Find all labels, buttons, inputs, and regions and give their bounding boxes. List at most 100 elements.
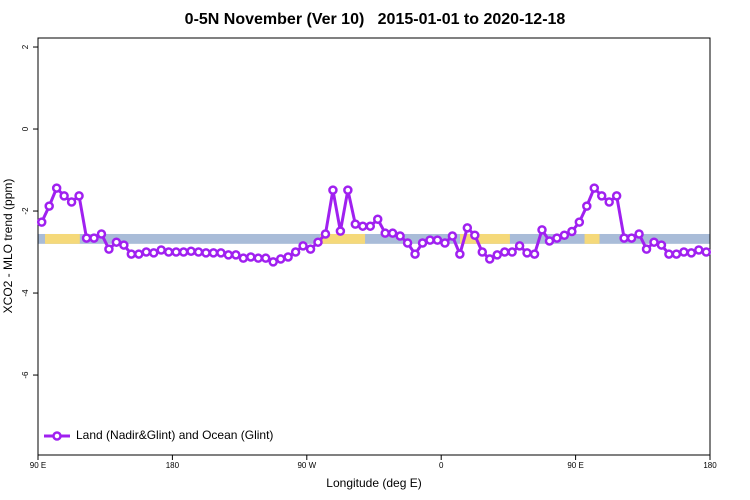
data-point xyxy=(679,247,689,257)
band-highlight xyxy=(460,233,510,244)
data-point xyxy=(634,229,644,239)
data-point xyxy=(178,247,189,257)
data-point xyxy=(552,233,562,243)
data-point xyxy=(425,235,435,245)
data-point xyxy=(201,248,211,258)
data-point xyxy=(186,246,196,256)
band-highlight xyxy=(45,233,80,244)
y-tick-label: -4 xyxy=(21,289,30,297)
data-point xyxy=(358,221,368,231)
data-point xyxy=(470,230,480,240)
data-point xyxy=(402,238,413,248)
data-point xyxy=(36,217,47,227)
data-point xyxy=(455,249,465,259)
data-point xyxy=(59,191,69,201)
x-axis-label: Longitude (deg E) xyxy=(326,476,421,490)
x-tick-label: 180 xyxy=(166,461,180,470)
data-point xyxy=(283,252,293,262)
data-point xyxy=(537,225,547,235)
data-point xyxy=(395,231,405,241)
data-point xyxy=(507,247,517,257)
data-point xyxy=(111,237,122,247)
data-point xyxy=(499,247,510,257)
data-point xyxy=(81,233,92,243)
x-tick-label: 90 E xyxy=(30,461,46,470)
data-point xyxy=(119,240,129,250)
data-point xyxy=(611,191,622,201)
data-point xyxy=(626,233,637,243)
x-tick-label: 90 W xyxy=(297,461,316,470)
data-point xyxy=(44,201,54,211)
data-point xyxy=(544,236,555,246)
data-point xyxy=(305,244,316,254)
x-tick-label: 0 xyxy=(439,461,444,470)
data-point xyxy=(350,219,361,229)
data-point xyxy=(208,248,219,258)
data-point xyxy=(134,249,144,259)
legend-label: Land (Nadir&Glint) and Ocean (Glint) xyxy=(76,428,273,442)
data-point xyxy=(432,235,443,245)
legend-marker xyxy=(52,431,62,441)
data-point xyxy=(567,226,577,237)
data-point xyxy=(417,238,428,248)
data-point xyxy=(462,223,473,233)
data-point xyxy=(686,248,697,258)
data-point xyxy=(604,197,614,207)
data-point xyxy=(641,244,652,254)
data-point xyxy=(619,233,629,243)
data-point xyxy=(223,250,234,260)
data-point xyxy=(380,228,390,238)
plot-frame xyxy=(37,37,711,456)
data-point xyxy=(649,237,659,247)
data-point xyxy=(96,229,107,239)
x-tick-label: 180 xyxy=(703,461,717,470)
data-point xyxy=(477,247,488,257)
reference-band xyxy=(38,233,710,244)
data-point xyxy=(298,241,308,251)
data-point xyxy=(372,214,383,224)
data-point xyxy=(156,245,166,255)
band-highlight xyxy=(320,233,366,244)
data-point xyxy=(51,183,62,193)
data-point xyxy=(664,249,674,259)
data-point xyxy=(163,247,174,257)
data-point xyxy=(231,250,241,260)
data-point xyxy=(171,247,181,257)
x-tick-label: 90 E xyxy=(567,461,583,470)
y-tick-label: -2 xyxy=(21,207,30,215)
data-point xyxy=(529,249,540,259)
data-point xyxy=(694,245,704,255)
data-point xyxy=(484,254,495,264)
data-point xyxy=(514,241,525,251)
data-point xyxy=(126,249,137,259)
data-point xyxy=(74,191,84,201)
data-point xyxy=(290,247,301,257)
data-point xyxy=(343,185,353,195)
data-point xyxy=(440,238,450,248)
data-point xyxy=(328,185,338,195)
chart-title: 0-5N November (Ver 10) 2015-01-01 to 202… xyxy=(185,11,566,28)
data-point xyxy=(320,229,331,239)
data-point xyxy=(246,252,256,262)
data-point xyxy=(268,257,278,267)
band-highlight xyxy=(584,233,600,244)
data-point xyxy=(387,228,398,238)
data-point xyxy=(589,183,600,193)
data-point xyxy=(66,197,77,207)
data-point xyxy=(238,253,249,263)
y-tick-label: -6 xyxy=(21,371,30,379)
data-point xyxy=(148,248,159,258)
y-axis-label: XCO2 - MLO trend (ppm) xyxy=(1,179,15,314)
data-point xyxy=(596,191,607,201)
data-point xyxy=(559,230,570,240)
data-point xyxy=(365,221,376,231)
data-point xyxy=(701,247,712,257)
data-point xyxy=(410,249,420,259)
data-point xyxy=(141,247,152,257)
data-point xyxy=(671,249,682,259)
data-point xyxy=(335,226,346,236)
y-tick-label: 0 xyxy=(21,126,30,131)
data-point xyxy=(522,248,532,258)
data-point xyxy=(104,244,114,254)
